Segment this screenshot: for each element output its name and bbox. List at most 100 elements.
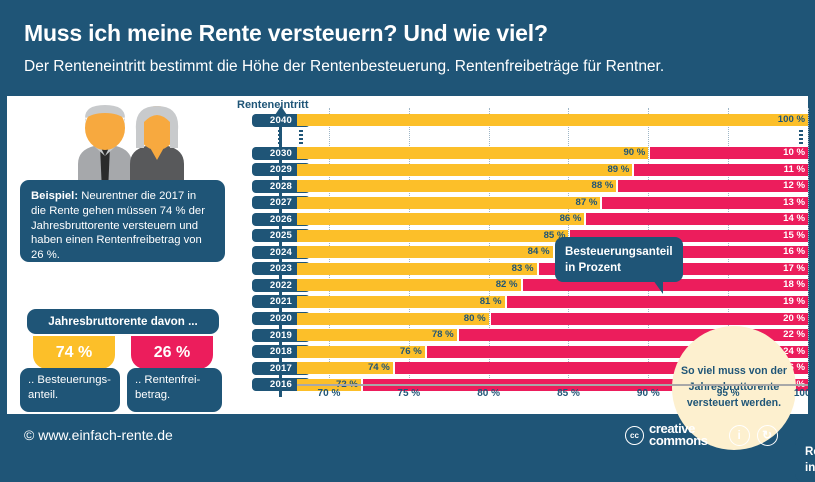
year-badge-2016[interactable]: 2016 [252,378,310,392]
bar-segment-besteuerungsanteil [297,362,393,375]
y-axis-arrow-icon [274,106,287,115]
gridline [808,108,809,382]
bar-label-rentenfreibetrag: 10 % [783,147,805,158]
bar-label-rentenfreibetrag: 24 % [783,345,805,357]
year-badge-2021[interactable]: 2021 [252,295,310,309]
year-badge-2025[interactable]: 2025 [252,229,310,243]
bar-segment-rentenfreibetrag [490,312,808,325]
besteuerungsanteil-value: 74 % [33,336,115,369]
bar-label-besteuerungsanteil: 83 % [511,262,534,274]
year-badge-2027[interactable]: 2027 [252,196,310,210]
bar-segment-besteuerungsanteil [297,295,505,308]
x-tick-label: 70 % [317,388,341,399]
cc-wordmark-line2: commons [649,433,708,449]
y-axis-ellipsis-dots-icon [278,130,282,144]
bar-label-besteuerungsanteil: 89 % [607,163,630,175]
bar-segment-besteuerungsanteil [297,196,601,209]
bar-label-rentenfreibetrag: 20 % [783,312,805,324]
bar-row: 20 % 80 % [297,312,808,325]
x-axis-line [297,384,808,386]
bar-segment-besteuerungsanteil [297,262,537,275]
bar-row: 10 % 90 % [297,147,808,159]
example-body: Neurentner die 2017 in die Rente gehen m… [31,190,205,262]
legend-rentenfreibetrag: .. Rentenfrei-betrag. [127,368,222,412]
left-example-panel: Beispiel: Neurentner die 2017 in die Ren… [7,96,235,414]
bar-segment-rentenfreibetrag [602,196,808,209]
ellipsis-dots-icon [799,130,803,144]
bar-segment-rentenfreibetrag [506,295,808,308]
bar-segment-besteuerungsanteil [297,279,521,292]
bar-chart: Renteneintritt 2040 2030 2029 2028 2027 2026 2… [235,96,815,482]
bar-label-besteuerungsanteil: 90 % [623,147,646,158]
gridline [408,108,410,382]
bar-row: 18 % 82 % [297,279,808,292]
bar-row: 12 % 88 % [297,180,808,193]
callout-tail-icon [653,280,663,295]
year-badge-2019[interactable]: 2019 [252,328,310,342]
bar-label-rentenfreibetrag: 13 % [783,196,805,208]
year-underline [93,302,151,304]
year-badge-2040[interactable]: 2040 [252,113,310,127]
bar-segment-besteuerungsanteil [297,147,649,159]
bar-label-rentenfreibetrag: 18 % [783,279,805,291]
infographic-root: Muss ich meine Rente versteuern? Und wie… [0,20,815,482]
year-badge-2022[interactable]: 2022 [252,278,310,292]
bar-segment-besteuerungsanteil [297,345,425,358]
bar-segment-besteuerungsanteil [297,312,489,325]
cc-by-icon: i [728,424,750,446]
year-badge-2029[interactable]: 2029 [252,163,310,177]
x-tick-label: 100 % [793,388,815,399]
bar-label-rentenfreibetrag: 26 % [783,362,805,374]
bar-label-besteuerungsanteil: 80 % [463,312,486,324]
cc-circle-icon: cc [625,425,644,445]
bar-row: 13 % 87 % [297,196,808,209]
ellipsis-dots-icon [299,130,303,144]
gridline [728,108,730,382]
footer: © www.einfach-rente.de cc creative commo… [0,414,815,463]
bar-label-besteuerungsanteil: 78 % [431,329,454,341]
bar-label-rentenfreibetrag: 22 % [783,329,805,341]
example-text-box: Beispiel: Neurentner die 2017 in die Ren… [20,180,225,262]
bar-label-besteuerungsanteil: 87 % [575,196,598,208]
x-tick-label: 95 % [716,388,740,399]
bar-label-besteuerungsanteil: 74 % [367,362,390,374]
page-subtitle: Der Renteneintritt bestimmt die Höhe der… [24,58,665,75]
bar-row: 15 % 85 % [297,229,808,242]
bar-row: 16 % 84 % [297,246,808,259]
creative-commons-logo[interactable]: cc creative commons i ↻ [625,421,778,449]
bar-segment-besteuerungsanteil [297,329,457,342]
cc-sa-icon: ↻ [756,424,778,446]
bar-row: 17 % 83 % [297,262,808,275]
year-badge-2017[interactable]: 2017 [252,361,310,375]
bar-label-rentenfreibetrag: 19 % [783,295,805,307]
bar-segment-rentenfreibetrag [634,163,808,176]
bar-row: 100 % [297,114,808,126]
gridline [328,108,330,382]
cc-wordmark-line1: creative [649,421,695,436]
bar-segment-besteuerungsanteil [297,180,617,193]
copyright-link[interactable]: © www.einfach-rente.de [24,427,173,443]
bar-label-rentenfreibetrag: 14 % [783,213,805,225]
year-badge-2020[interactable]: 2020 [252,312,310,325]
bar-segment-rentenfreibetrag [650,147,808,159]
bar-label-besteuerungsanteil: 88 % [591,180,614,192]
x-tick-label: 90 % [636,388,660,399]
plot-area: 100 % 10 % 90 % 11 % 89 % 12 % 88 % 13 % 87 % 14 … [297,108,815,450]
year-badge-2030[interactable]: 2030 [252,146,310,160]
year-badge-2023[interactable]: 2023 [252,262,310,276]
year-badge-2018[interactable]: 2018 [252,345,310,359]
jahresbruttorente-label: Jahresbruttorente davon ... [27,309,219,334]
bar-segment-besteuerungsanteil [297,213,585,226]
year-badge-2026[interactable]: 2026 [252,212,310,226]
year-badge-2024[interactable]: 2024 [252,245,310,259]
bar-segment-besteuerungsanteil [297,229,569,242]
year-badge-2028[interactable]: 2028 [252,179,310,193]
bar-segment-rentenfreibetrag [522,279,808,292]
bar-label-rentenfreibetrag: 15 % [783,229,805,241]
bar-segment-rentenfreibetrag [586,213,808,226]
cc-license-icons: i ↻ [728,424,778,446]
elderly-couple-illustration [78,105,184,192]
bar-label-besteuerungsanteil: 82 % [495,279,518,291]
x-tick-label: 80 % [477,388,501,399]
bar-row: 14 % 86 % [297,213,808,226]
